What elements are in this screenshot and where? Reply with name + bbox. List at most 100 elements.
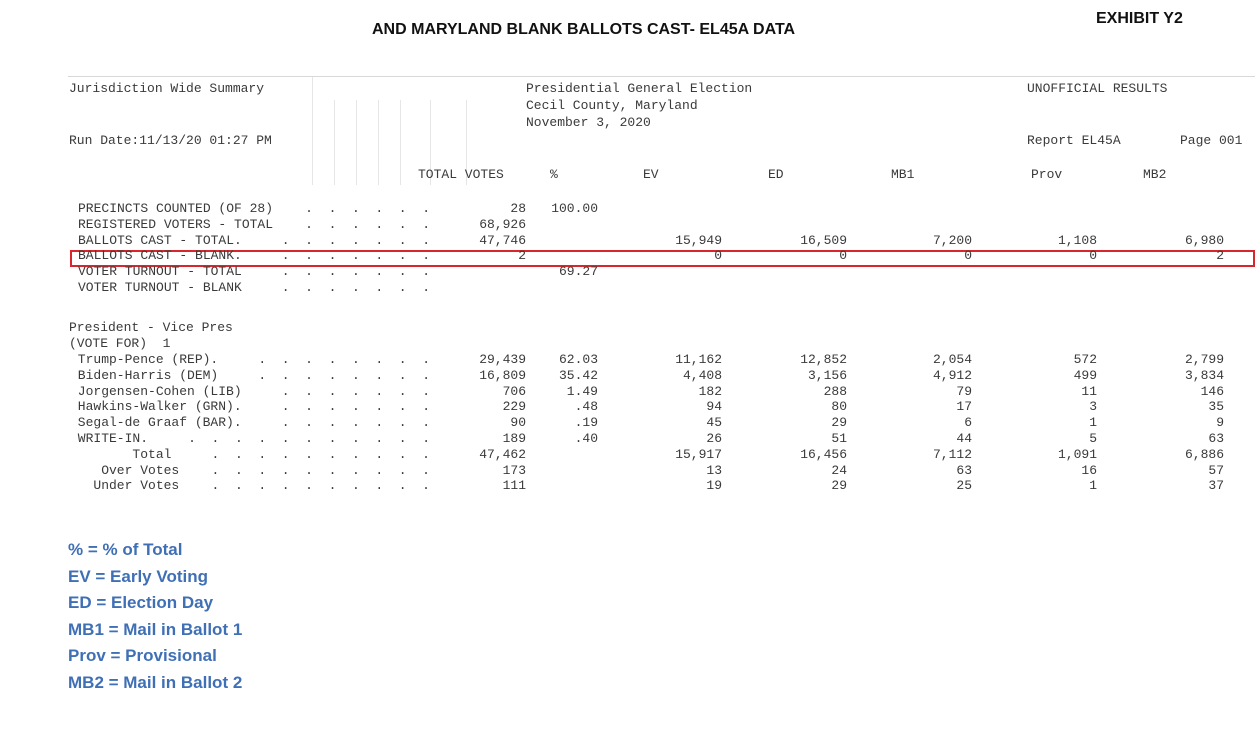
cell-ev: 45	[706, 415, 722, 431]
cell-mb1: 7,200	[932, 232, 972, 248]
cell-prov: 3	[1089, 399, 1097, 415]
cell-ed: 29	[831, 478, 847, 494]
scan-divider	[356, 100, 357, 185]
row-leader-dots: . . . . . . .	[266, 399, 430, 415]
row-leader-dots: . . . . . . .	[266, 383, 430, 399]
cell-ed: 288	[823, 383, 847, 399]
cell-ed: 0	[839, 248, 847, 264]
cell-prov: 499	[1073, 367, 1097, 383]
row-label: Biden-Harris (DEM)	[70, 367, 219, 383]
row-label: Jorgensen-Cohen (LIB)	[70, 383, 242, 399]
row-label: WRITE-IN.	[70, 431, 149, 446]
cell-ed: 3,156	[807, 367, 847, 383]
cell-total: 16,809	[479, 367, 526, 383]
column-header: TOTAL VOTES	[418, 167, 504, 182]
row-leader-dots: . . . . . . . . . . .	[172, 431, 430, 446]
row-leader-dots: . . . . . . .	[266, 264, 430, 280]
legend-item: % = % of Total	[68, 540, 183, 559]
row-label: Trump-Pence (REP).	[70, 352, 219, 367]
cell-ev: 15,917	[675, 446, 722, 462]
cell-total: 68,926	[479, 216, 526, 232]
row-label: Under Votes	[70, 478, 180, 494]
row-label: Segal-de Graaf (BAR).	[70, 415, 242, 431]
contest-title: President - Vice Pres	[69, 320, 233, 335]
legend-item: EV = Early Voting	[68, 566, 208, 586]
cell-ed: 16,509	[800, 232, 847, 248]
cell-mb2: 3,834	[1184, 367, 1224, 383]
cell-prov: 11	[1081, 383, 1097, 399]
cell-total: 2	[518, 248, 526, 264]
column-header: ED	[768, 167, 784, 182]
row-leader-dots: . . . . . . .	[266, 280, 430, 295]
report-id: Report EL45A	[1027, 133, 1121, 148]
cell-mb2: 6,886	[1184, 446, 1224, 462]
cell-prov: 5	[1089, 431, 1097, 446]
row-label: PRECINCTS COUNTED (OF 28)	[78, 201, 274, 216]
column-header: Prov	[1031, 167, 1063, 182]
cell-ev: 0	[714, 248, 722, 264]
row-leader-dots: . . . . . . .	[266, 232, 430, 248]
cell-total: 706	[502, 383, 526, 399]
cell-ev: 94	[706, 399, 722, 415]
cell-prov: 572	[1073, 352, 1097, 367]
row-leader-dots: . . . . . . . . . .	[203, 478, 430, 494]
cell-mb2: 57	[1208, 462, 1224, 478]
cell-total: 47,746	[479, 232, 526, 248]
cell-pct: 62.03	[558, 352, 598, 367]
cell-total: 173	[502, 462, 526, 478]
column-header: EV	[643, 167, 659, 182]
cell-ed: 80	[831, 399, 847, 415]
row-leader-dots: . . . . . . . .	[242, 367, 430, 383]
cell-mb2: 63	[1208, 431, 1224, 446]
blank-ballots-highlight	[70, 250, 1255, 267]
row-leader-dots: . . . . . . .	[266, 415, 430, 431]
cell-mb2: 146	[1200, 383, 1224, 399]
row-leader-dots: . . . . . .	[297, 201, 430, 216]
cell-pct: 69.27	[558, 264, 598, 280]
row-label: Over Votes	[70, 462, 180, 478]
row-leader-dots: . . . . . .	[297, 216, 430, 232]
legend-item: MB2 = Mail in Ballot 2	[68, 672, 243, 692]
scan-divider	[430, 100, 431, 185]
document-title: AND MARYLAND BLANK BALLOTS CAST- EL45A D…	[372, 21, 796, 38]
cell-ed: 51	[831, 431, 847, 446]
cell-mb2: 9	[1216, 415, 1224, 431]
column-header: MB2	[1143, 167, 1167, 182]
election-title: Presidential General Election	[526, 81, 753, 96]
scan-divider	[312, 77, 313, 185]
cell-prov: 1	[1089, 478, 1097, 494]
cell-total: 29,439	[479, 352, 526, 367]
cell-mb1: 2,054	[932, 352, 972, 367]
cell-mb1: 0	[964, 248, 972, 264]
cell-total: 47,462	[479, 446, 526, 462]
legend-item: MB1 = Mail in Ballot 1	[68, 619, 243, 639]
cell-ev: 11,162	[675, 352, 722, 367]
cell-mb1: 63	[956, 462, 972, 478]
cell-ed: 16,456	[800, 446, 847, 462]
cell-mb1: 7,112	[932, 446, 972, 462]
cell-mb2: 35	[1208, 399, 1224, 415]
row-label: BALLOTS CAST - TOTAL.	[78, 232, 242, 248]
report-left-title: Jurisdiction Wide Summary	[69, 81, 265, 96]
run-date: Run Date:11/13/20 01:27 PM	[69, 133, 272, 148]
scan-divider	[400, 100, 401, 185]
cell-prov: 1	[1089, 415, 1097, 431]
cell-pct: 100.00	[551, 201, 598, 216]
legend-item: ED = Election Day	[68, 593, 214, 612]
cell-ev: 4,408	[682, 367, 722, 383]
row-leader-dots: . . . . . . .	[266, 248, 430, 264]
row-label: Total	[70, 446, 172, 462]
scan-divider	[466, 100, 467, 185]
cell-ev: 182	[698, 383, 722, 399]
cell-mb1: 4,912	[932, 367, 972, 383]
cell-pct: .48	[574, 399, 598, 415]
cell-prov: 16	[1081, 462, 1097, 478]
cell-mb2: 6,980	[1184, 232, 1224, 248]
cell-mb2: 37	[1208, 478, 1224, 494]
scan-divider	[334, 100, 335, 185]
cell-pct: 35.42	[558, 367, 598, 383]
cell-ev: 15,949	[675, 232, 722, 248]
cell-prov: 1,091	[1057, 446, 1097, 462]
scan-divider	[378, 100, 379, 185]
row-leader-dots: . . . . . . . . . .	[203, 462, 430, 478]
